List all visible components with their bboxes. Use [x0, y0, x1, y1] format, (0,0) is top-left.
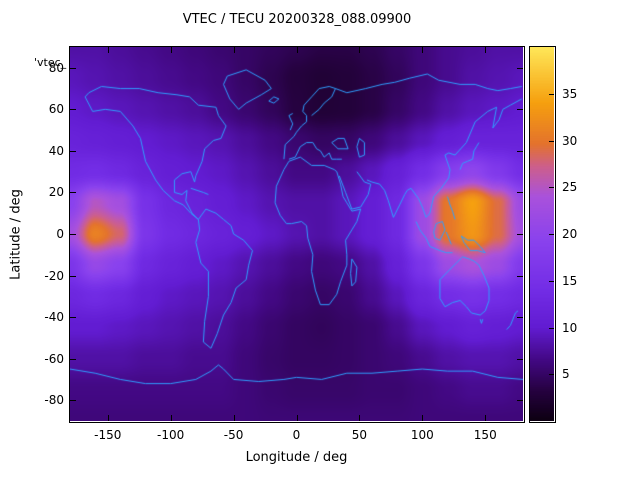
key-label: 'vtec_ — [34, 56, 67, 69]
x-tick-mark — [233, 47, 235, 53]
y-tick-mark — [517, 109, 523, 111]
colorbar-tick-mark — [549, 93, 554, 95]
colorbar-tick-label: 20 — [562, 227, 578, 241]
y-tick-mark — [517, 234, 523, 235]
colorbar-tick-mark — [549, 187, 554, 189]
y-tick-label: 20 — [48, 185, 64, 200]
y-axis-label: Latitude / deg — [8, 189, 24, 280]
x-tick-mark — [107, 47, 109, 53]
x-axis-label: Longitude / deg — [245, 450, 348, 465]
x-tick-label: -150 — [94, 428, 122, 442]
y-tick-label: 0 — [56, 227, 64, 241]
colorbar-tick-mark — [549, 140, 554, 142]
colorbar-tick-label: 25 — [562, 180, 578, 195]
x-tick-mark — [170, 415, 172, 421]
colorbar-tick-mark — [549, 234, 554, 235]
y-tick-mark — [517, 192, 523, 194]
x-tick-mark — [359, 47, 361, 53]
x-tick-mark — [170, 47, 172, 53]
colorbar-tick-mark — [549, 280, 554, 282]
x-tick-label: 100 — [410, 428, 434, 442]
colorbar-tick-label: 30 — [562, 133, 578, 148]
y-tick-label: -20 — [44, 268, 64, 283]
y-tick-mark — [70, 358, 76, 360]
y-tick-mark — [70, 109, 76, 111]
x-tick-mark — [422, 415, 424, 421]
y-tick-label: 60 — [48, 102, 64, 117]
x-tick-mark — [422, 47, 424, 53]
x-tick-mark — [296, 47, 298, 53]
x-tick-mark — [107, 415, 109, 421]
colorbar-tick-label: 35 — [562, 86, 578, 101]
x-tick-label: 0 — [292, 428, 301, 442]
x-tick-mark — [296, 415, 298, 421]
y-tick-mark — [517, 275, 523, 277]
y-tick-label: 40 — [48, 143, 64, 158]
x-tick-label: 150 — [473, 428, 497, 442]
x-tick-mark — [359, 415, 361, 421]
x-tick-mark — [485, 47, 487, 53]
y-tick-mark — [70, 317, 76, 319]
y-tick-mark — [517, 67, 523, 69]
colorbar-tick-label: 15 — [562, 273, 578, 288]
y-tick-mark — [517, 358, 523, 360]
x-tick-mark — [233, 415, 235, 421]
y-tick-label: -80 — [44, 393, 64, 408]
y-tick-mark — [70, 67, 76, 69]
y-tick-mark — [70, 192, 76, 194]
heatmap-canvas — [70, 47, 523, 421]
y-tick-label: 80 — [48, 60, 64, 75]
y-tick-mark — [70, 275, 76, 277]
x-tick-mark — [485, 415, 487, 421]
y-tick-mark — [517, 400, 523, 402]
y-tick-label: -60 — [44, 351, 64, 366]
y-tick-mark — [517, 317, 523, 319]
x-tick-label: -100 — [157, 428, 185, 442]
y-tick-mark — [70, 400, 76, 402]
y-tick-mark — [70, 150, 76, 152]
colorbar-tick-mark — [549, 327, 554, 329]
y-tick-mark — [70, 234, 76, 235]
colorbar-tick-label: 5 — [562, 367, 570, 382]
colorbar-tick-mark — [549, 374, 554, 376]
y-tick-label: -40 — [44, 310, 64, 325]
colorbar-tick-label: 10 — [562, 320, 578, 335]
chart-title: VTEC / TECU 20200328_088.09900 — [182, 12, 412, 27]
y-tick-mark — [517, 150, 523, 152]
x-tick-label: 50 — [351, 428, 368, 442]
x-tick-label: -50 — [223, 428, 244, 442]
